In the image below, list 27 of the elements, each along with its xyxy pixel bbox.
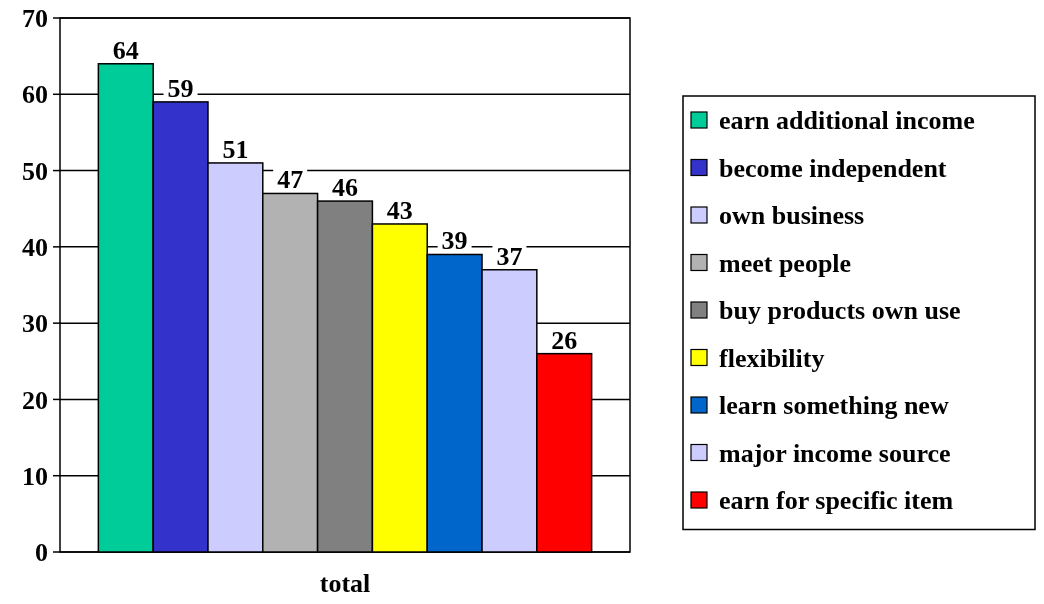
y-tick-label: 70 — [22, 4, 48, 34]
legend-label: meet people — [719, 248, 852, 278]
data-label: 43 — [386, 195, 413, 225]
legend-label: earn additional income — [719, 106, 975, 136]
legend-label: earn for specific item — [719, 486, 954, 516]
legend-label: own business — [719, 201, 865, 231]
data-label: 47 — [277, 165, 304, 195]
y-tick-label: 30 — [22, 309, 48, 339]
legend-label: flexibility — [719, 343, 825, 373]
legend-label: learn something new — [719, 391, 949, 421]
data-label: 51 — [222, 134, 249, 164]
data-label: 46 — [332, 173, 358, 203]
data-label: 64 — [112, 35, 139, 65]
y-tick-label: 60 — [22, 80, 48, 110]
y-tick-label: 40 — [22, 232, 48, 262]
y-tick-label: 50 — [22, 156, 48, 186]
y-tick-label: 0 — [35, 538, 48, 568]
legend-label: buy products own use — [719, 296, 961, 326]
legend-label: become independent — [719, 153, 947, 183]
data-label: 59 — [167, 73, 194, 103]
legend-label: major income source — [719, 438, 951, 468]
x-tick-label: total — [319, 569, 371, 598]
data-label: 39 — [441, 226, 468, 256]
data-label: 26 — [551, 325, 578, 355]
data-label: 37 — [496, 241, 523, 271]
y-tick-label: 20 — [22, 385, 48, 415]
y-tick-label: 10 — [22, 461, 48, 491]
